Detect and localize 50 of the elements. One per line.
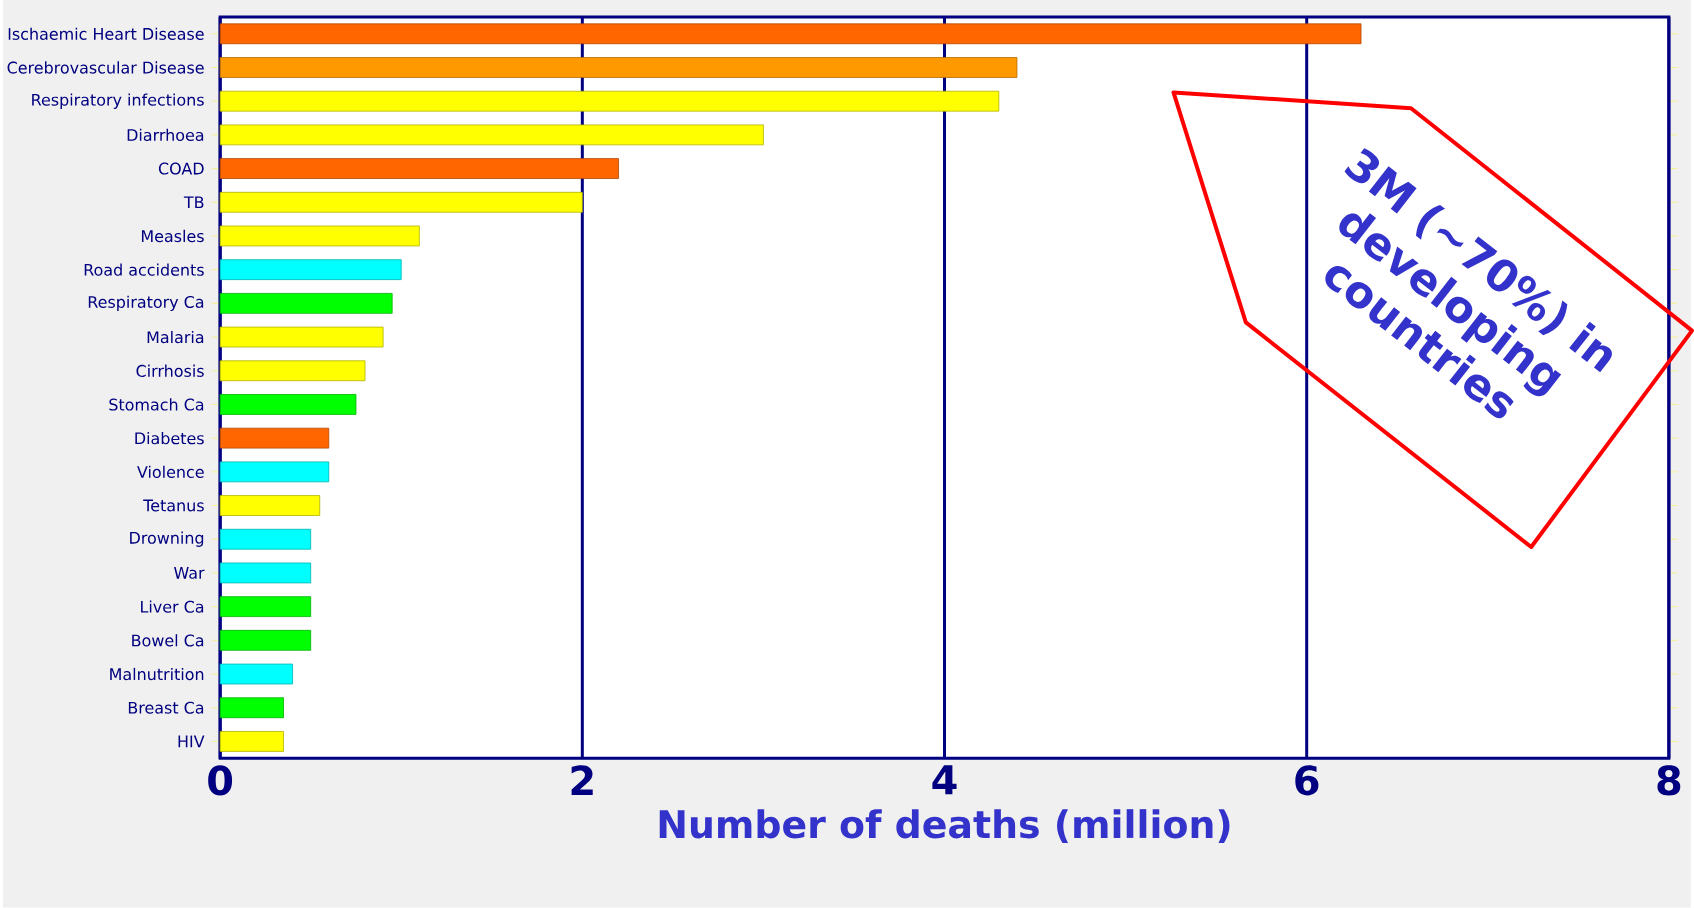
bar: [219, 731, 284, 752]
y-tick-label: Ischaemic Heart Disease: [8, 27, 204, 41]
bar: [219, 293, 393, 314]
bar: [219, 57, 1018, 78]
y-tick-label: Respiratory Ca: [88, 295, 204, 312]
bar: [219, 630, 312, 651]
x-tick-label: 8: [1657, 765, 1681, 796]
y-tick-label: Cerebrovascular Disease: [7, 61, 204, 74]
y-tick-label: Breast Ca: [128, 701, 204, 714]
y-tick-label: Drowning: [130, 531, 204, 548]
y-tick-label: Diarrhoea: [127, 128, 204, 142]
bar: [219, 158, 619, 180]
bar: [219, 427, 330, 449]
y-tick-label: Malnutrition: [110, 668, 204, 681]
bar: [219, 326, 384, 348]
bar: [219, 90, 1000, 112]
y-tick-label: Respiratory infections: [32, 93, 204, 110]
bar: [219, 23, 1362, 45]
bar: [219, 495, 321, 517]
bar: [219, 192, 583, 213]
y-tick-label: Road accidents: [84, 263, 204, 276]
x-tick-label: 0: [208, 765, 233, 796]
y-tick-label: Violence: [137, 465, 204, 479]
bar: [219, 360, 366, 382]
bar: [219, 259, 402, 281]
y-tick-label: HIV: [178, 735, 205, 748]
y-tick-label: COAD: [158, 162, 204, 175]
y-tick-label: Stomach Ca: [109, 398, 204, 411]
x-axis-title: Number of deaths (million): [659, 809, 1230, 844]
bar: [219, 697, 284, 719]
y-tick-label: Cirrhosis: [136, 364, 204, 378]
bar: [219, 124, 764, 146]
bar: [219, 663, 293, 685]
y-tick-label: Bowel Ca: [132, 634, 204, 647]
y-tick-label: Malaria: [147, 331, 204, 344]
y-tick-label: TB: [183, 196, 204, 209]
x-tick-label: 4: [932, 765, 957, 795]
y-tick-label: Measles: [141, 229, 204, 243]
bar: [219, 596, 312, 618]
bar: [219, 529, 312, 550]
bar: [219, 461, 330, 483]
bar: [219, 394, 357, 415]
y-tick-label: Diabetes: [135, 432, 204, 445]
y-tick-label: Liver Ca: [141, 600, 204, 613]
y-tick-label: Tetanus: [143, 499, 204, 512]
y-tick-label: War: [174, 567, 205, 579]
bar: [219, 225, 420, 247]
x-tick-label: 2: [571, 765, 593, 796]
bar: [219, 562, 312, 584]
x-tick-label: 6: [1295, 765, 1319, 796]
